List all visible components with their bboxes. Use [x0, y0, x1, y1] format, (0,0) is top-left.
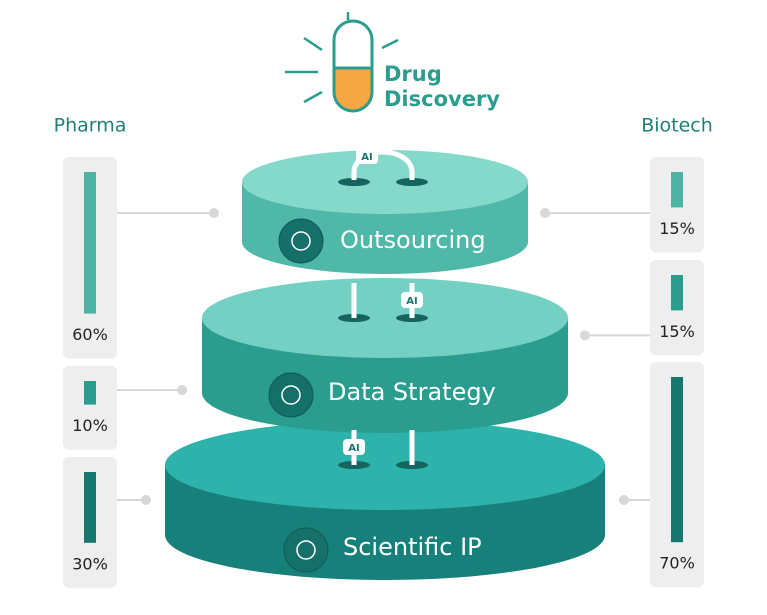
tier-label: Data Strategy — [328, 378, 496, 406]
stat-bar — [671, 172, 683, 208]
ai-link — [351, 149, 415, 180]
tier-icon — [283, 527, 329, 573]
column-title: Pharma — [54, 115, 127, 137]
stat-label: 15% — [659, 322, 695, 341]
capsule-icon — [285, 12, 399, 113]
ai-badge-label: AI — [361, 152, 372, 163]
stat-bar — [84, 472, 96, 543]
ai-badge — [343, 439, 365, 455]
hole — [396, 178, 428, 186]
stat-bar — [671, 275, 683, 311]
ai-badge — [356, 148, 378, 164]
ai-badge-label: AI — [406, 296, 417, 307]
stat-label: 15% — [659, 219, 695, 238]
stat-box — [63, 366, 117, 450]
tier: Scientific IP — [165, 420, 605, 580]
title-line: Drug — [384, 62, 442, 86]
stat-label: 60% — [72, 325, 108, 344]
tier: Data Strategy — [202, 278, 568, 433]
stat-label: 30% — [72, 554, 108, 573]
icon-glyph — [281, 385, 301, 405]
connector-dot — [619, 495, 629, 505]
stat-label: 10% — [72, 416, 108, 435]
connector-dot — [209, 208, 219, 218]
connector-dot — [580, 330, 590, 341]
stat-bar — [671, 377, 683, 543]
icon-glyph — [291, 231, 311, 251]
stat-bar — [84, 381, 96, 405]
column-title: Biotech — [641, 115, 713, 137]
connector-dot — [540, 208, 550, 218]
ai-badge — [401, 292, 423, 308]
connector-dot — [141, 495, 151, 505]
tier-top — [165, 420, 605, 510]
icon-glyph — [296, 540, 316, 560]
connector-dot — [177, 385, 187, 395]
ai-badge-label: AI — [348, 443, 359, 454]
tier-label: Outsourcing — [340, 226, 486, 254]
tier-icon — [268, 372, 314, 418]
tier-top — [202, 278, 568, 358]
stat-label: 70% — [659, 554, 695, 573]
hole — [338, 178, 370, 186]
title-line: Discovery — [384, 87, 500, 111]
tier-label: Scientific IP — [343, 533, 482, 561]
tier-icon — [278, 218, 324, 264]
tier-top — [242, 150, 528, 214]
tier: Outsourcing — [242, 150, 528, 274]
stat-bar — [84, 172, 96, 314]
